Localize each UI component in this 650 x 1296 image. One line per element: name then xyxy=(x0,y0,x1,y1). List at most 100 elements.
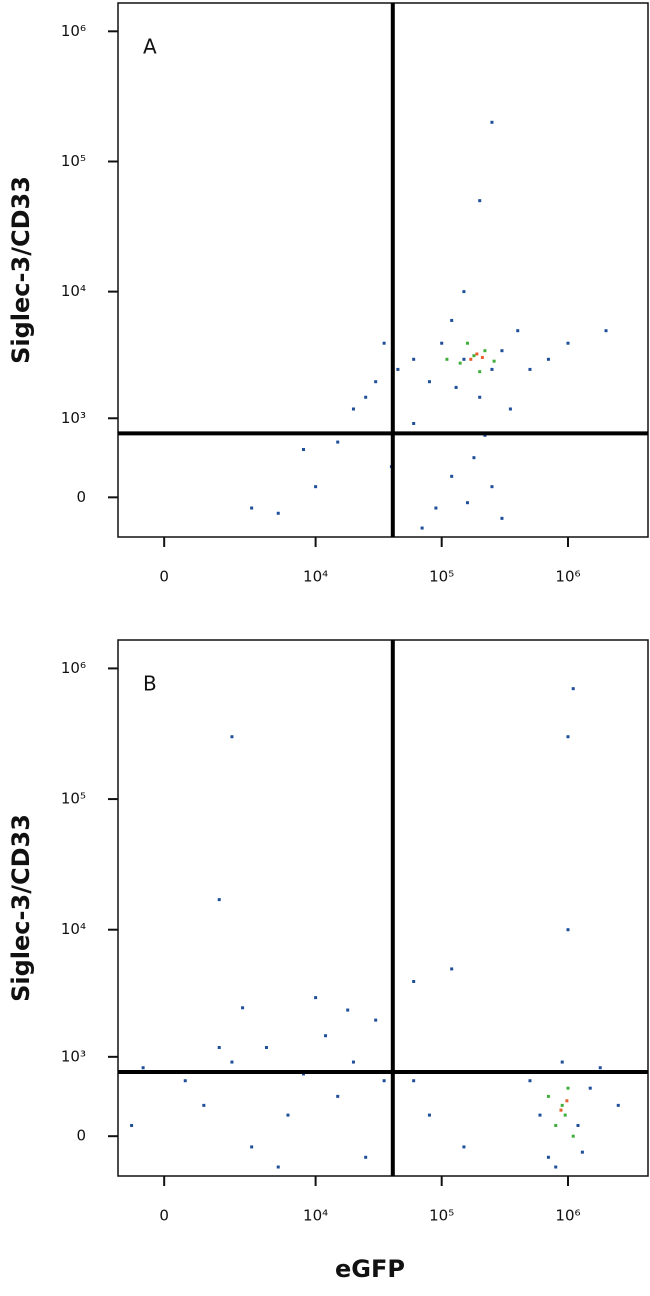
y-tick-label: 10⁵ xyxy=(61,152,86,170)
panel-label: B xyxy=(143,672,157,696)
point xyxy=(346,1008,350,1012)
point xyxy=(604,329,608,333)
point xyxy=(546,1155,550,1159)
point xyxy=(382,1079,386,1083)
point xyxy=(241,1006,245,1010)
point xyxy=(598,1066,602,1070)
y-tick-label: 10³ xyxy=(61,409,86,427)
point xyxy=(465,501,469,505)
point xyxy=(440,341,444,345)
point xyxy=(492,359,496,363)
point xyxy=(528,367,532,371)
point xyxy=(412,357,416,361)
point xyxy=(412,979,416,983)
point xyxy=(478,395,482,399)
point xyxy=(314,996,318,1000)
point xyxy=(571,1134,575,1138)
point xyxy=(286,1113,290,1117)
x-tick-label: 0 xyxy=(159,1207,169,1225)
point xyxy=(396,367,400,371)
point xyxy=(374,380,378,384)
y-axis-label: Siglec-3/CD33 xyxy=(7,814,35,1002)
point xyxy=(554,1123,558,1127)
point xyxy=(500,516,504,520)
y-tick-label: 10⁵ xyxy=(61,790,86,808)
point xyxy=(566,928,570,932)
point xyxy=(566,1086,570,1090)
point xyxy=(560,1060,564,1064)
y-axis-label: Siglec-3/CD33 xyxy=(7,176,35,364)
point xyxy=(230,735,234,739)
x-tick-label: 10⁶ xyxy=(555,1207,580,1225)
point xyxy=(580,1150,584,1154)
point xyxy=(538,1113,542,1117)
point xyxy=(500,349,504,353)
x-tick-label: 0 xyxy=(159,568,169,586)
point xyxy=(450,967,454,971)
y-tick-label: 0 xyxy=(76,488,86,506)
point xyxy=(324,1034,328,1038)
x-tick-label: 10⁴ xyxy=(303,568,328,586)
point xyxy=(412,421,416,425)
point xyxy=(546,1094,550,1098)
point xyxy=(490,367,494,371)
point xyxy=(462,357,466,361)
point xyxy=(490,120,494,124)
point xyxy=(351,1060,355,1064)
point xyxy=(478,199,482,203)
y-tick-label: 10⁴ xyxy=(61,920,86,938)
point xyxy=(183,1079,187,1083)
point xyxy=(546,357,550,361)
point xyxy=(563,1113,567,1117)
point xyxy=(554,1165,558,1169)
y-tick-label: 10⁴ xyxy=(61,282,86,300)
point xyxy=(480,355,484,359)
point xyxy=(351,407,355,411)
point xyxy=(450,474,454,478)
point xyxy=(276,511,280,515)
point xyxy=(616,1103,620,1107)
point xyxy=(217,1046,221,1050)
y-tick-label: 0 xyxy=(76,1127,86,1145)
point xyxy=(250,506,254,510)
point xyxy=(469,357,473,361)
point xyxy=(434,506,438,510)
point xyxy=(314,485,318,489)
x-tick-label: 10⁴ xyxy=(303,1207,328,1225)
plot-frame xyxy=(117,639,649,1177)
point xyxy=(250,1145,254,1149)
point xyxy=(445,357,449,361)
point xyxy=(336,1094,340,1098)
point xyxy=(462,1145,466,1149)
point xyxy=(130,1123,134,1127)
point xyxy=(560,1103,564,1107)
panel-label: A xyxy=(143,35,157,59)
point xyxy=(264,1046,268,1050)
y-tick-label: 10³ xyxy=(61,1047,86,1065)
point xyxy=(382,341,386,345)
point xyxy=(412,1079,416,1083)
point xyxy=(420,526,424,530)
point xyxy=(565,1099,569,1103)
point xyxy=(230,1060,234,1064)
point xyxy=(516,329,520,333)
point xyxy=(483,349,487,353)
point xyxy=(528,1079,532,1083)
point xyxy=(450,318,454,322)
point xyxy=(465,341,469,345)
point xyxy=(576,1123,580,1127)
point xyxy=(202,1103,206,1107)
point xyxy=(571,687,575,691)
point xyxy=(566,341,570,345)
y-tick-label: 10⁶ xyxy=(61,659,86,677)
plot-frame xyxy=(117,2,649,538)
point xyxy=(472,354,476,358)
point xyxy=(276,1165,280,1169)
x-tick-label: 10⁶ xyxy=(555,568,580,586)
point xyxy=(559,1108,563,1112)
point xyxy=(427,380,431,384)
point xyxy=(454,385,458,389)
point xyxy=(566,735,570,739)
point xyxy=(427,1113,431,1117)
